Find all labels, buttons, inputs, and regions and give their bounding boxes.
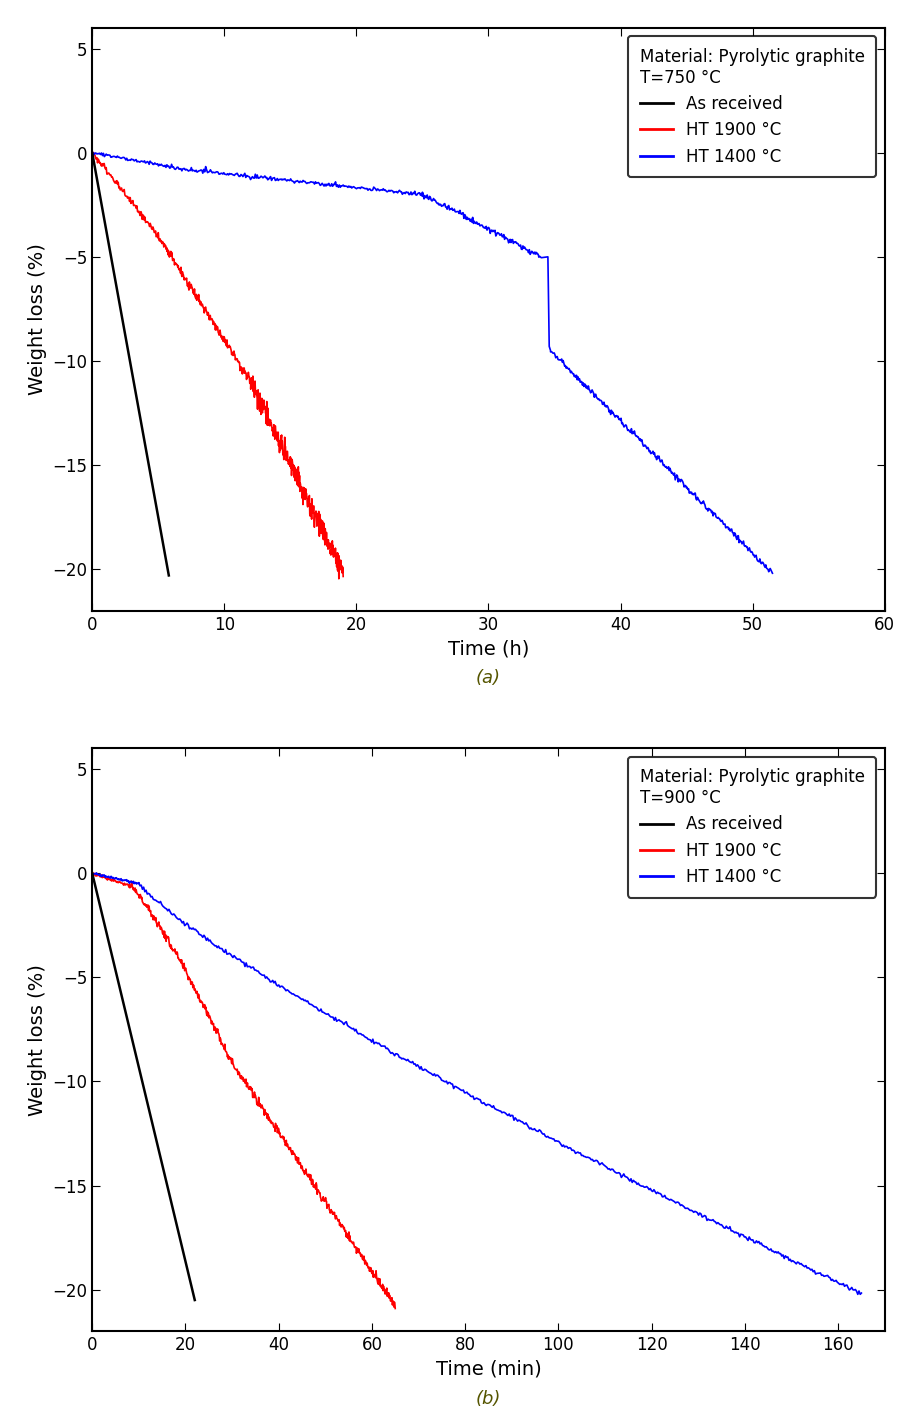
X-axis label: Time (h): Time (h) bbox=[448, 639, 529, 658]
Legend: As received, HT 1900 °C, HT 1400 °C: As received, HT 1900 °C, HT 1400 °C bbox=[628, 756, 877, 898]
X-axis label: Time (min): Time (min) bbox=[436, 1360, 541, 1378]
Text: (a): (a) bbox=[476, 669, 501, 688]
Y-axis label: Weight loss (%): Weight loss (%) bbox=[28, 963, 47, 1116]
Text: (b): (b) bbox=[475, 1390, 501, 1407]
Y-axis label: Weight loss (%): Weight loss (%) bbox=[28, 244, 47, 395]
Legend: As received, HT 1900 °C, HT 1400 °C: As received, HT 1900 °C, HT 1400 °C bbox=[628, 36, 877, 177]
